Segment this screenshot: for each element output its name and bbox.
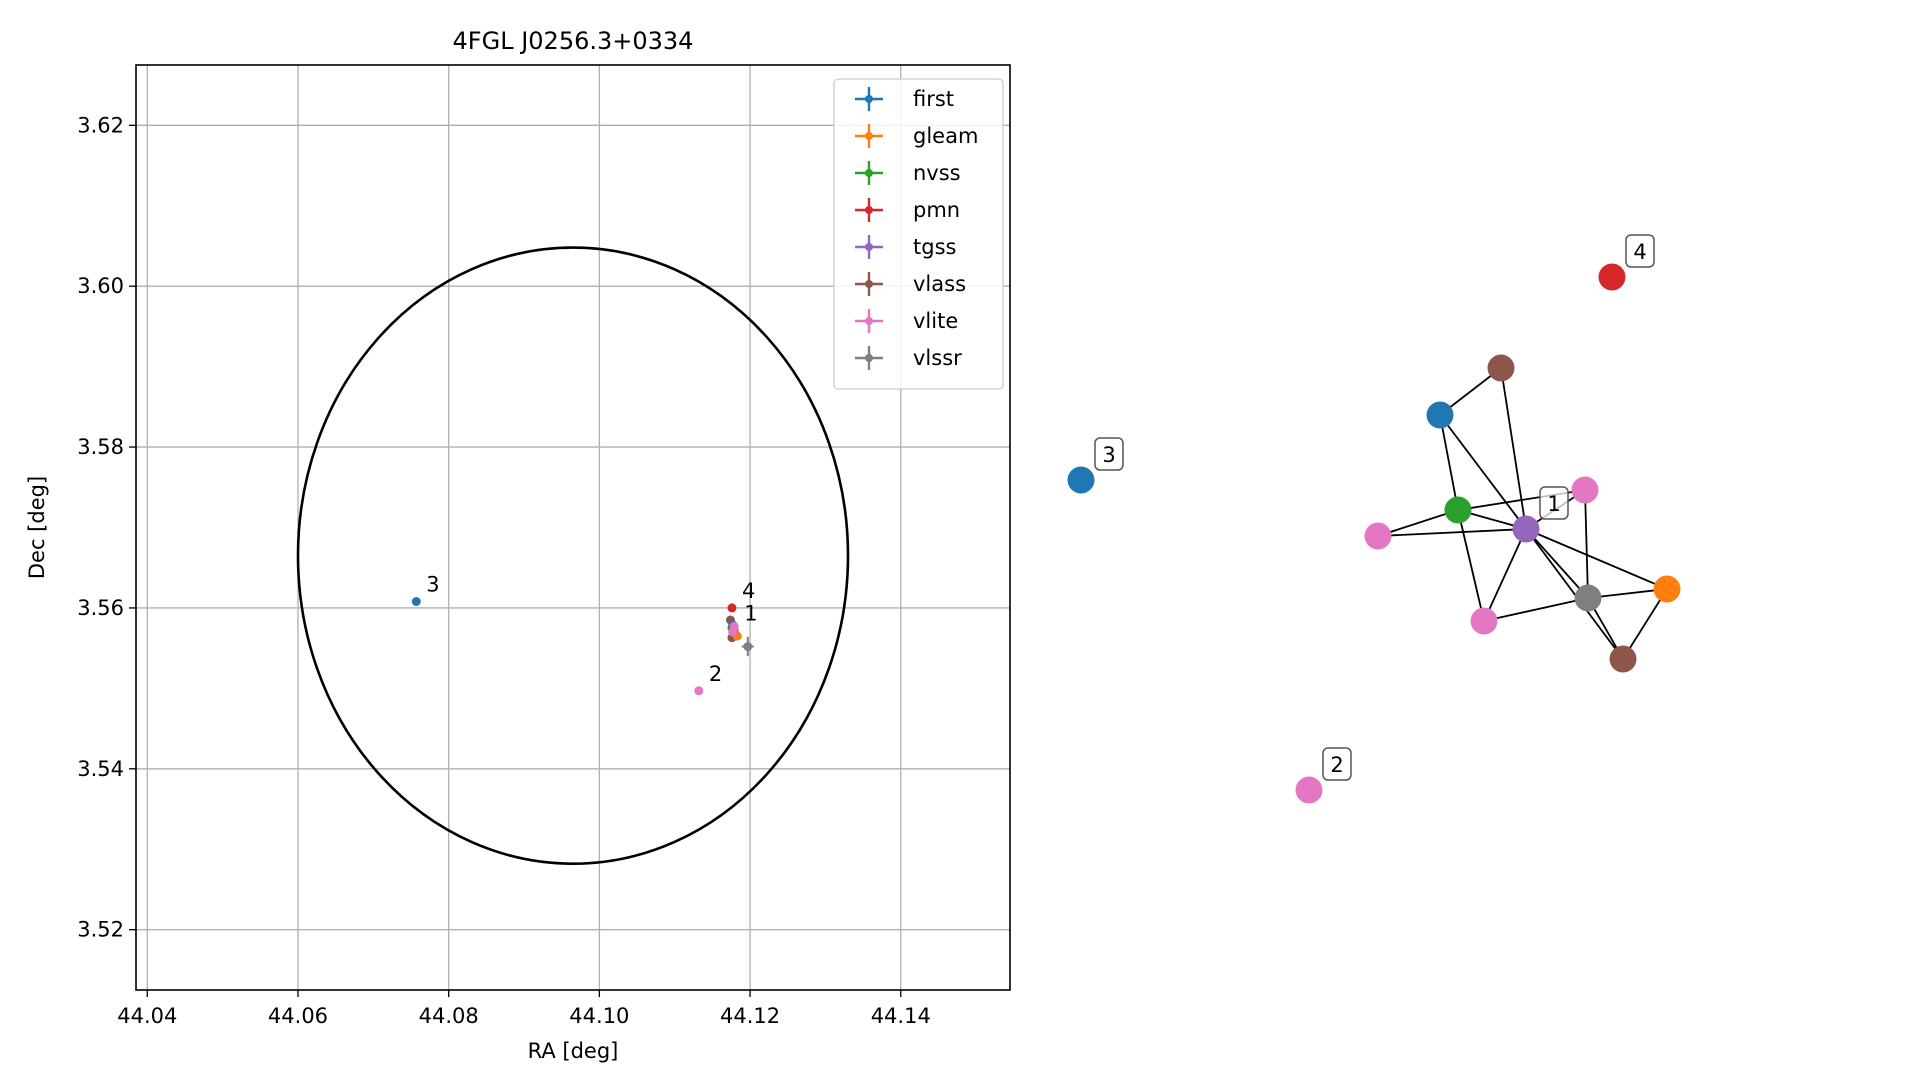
legend-entry-vlssr: vlssr bbox=[855, 346, 962, 370]
graph-node bbox=[1653, 575, 1681, 603]
node-label-box bbox=[1625, 234, 1655, 268]
error-ellipse-layer bbox=[296, 246, 850, 866]
graph-node bbox=[1426, 401, 1454, 429]
legend-label: first bbox=[913, 87, 954, 111]
x-tick-label: 44.08 bbox=[419, 1004, 479, 1028]
data-points: 3 41 2 bbox=[411, 573, 758, 696]
y-tick-label: 3.62 bbox=[77, 113, 124, 137]
graph-node bbox=[1444, 496, 1472, 524]
legend-marker-dot bbox=[865, 132, 873, 140]
legend-label: tgss bbox=[913, 235, 956, 259]
graph-edge bbox=[1525, 528, 1668, 590]
axis-ticks: 44.04 44.06 44.08 44.10 44.12 44.14 3.52 3.54 3.… bbox=[77, 113, 931, 1028]
y-axis-label: Dec [deg] bbox=[25, 476, 49, 579]
legend-box bbox=[833, 78, 1004, 390]
graph-node-labels: 3 4 2 1 bbox=[1094, 234, 1655, 781]
x-tick-label: 44.12 bbox=[720, 1004, 780, 1028]
legend-entry-pmn: pmn bbox=[855, 198, 960, 222]
network-graph-panel: 3 4 2 1 bbox=[1067, 234, 1681, 804]
graph-node bbox=[1574, 584, 1602, 612]
graph-node bbox=[1571, 476, 1599, 504]
graph-node bbox=[1598, 263, 1626, 291]
plot-frame bbox=[135, 64, 1011, 991]
x-tick-label: 44.14 bbox=[871, 1004, 931, 1028]
node-label-box bbox=[1094, 437, 1124, 471]
error-ellipse bbox=[296, 246, 850, 866]
chart-title: 4FGL J0256.3+0334 bbox=[453, 27, 694, 55]
graph-node bbox=[1609, 645, 1637, 673]
x-tick-label: 44.10 bbox=[569, 1004, 629, 1028]
graph-edge bbox=[1525, 528, 1589, 599]
legend-label: vlite bbox=[913, 309, 958, 333]
legend-marker-dot bbox=[865, 317, 873, 325]
graph-edge bbox=[1377, 509, 1459, 537]
legend-marker-dot bbox=[865, 354, 873, 362]
legend-entry-first: first bbox=[855, 87, 954, 111]
graph-node bbox=[1487, 354, 1515, 382]
x-tick-label: 44.04 bbox=[117, 1004, 177, 1028]
y-tick-label: 3.56 bbox=[77, 596, 124, 620]
point-label: 1 bbox=[744, 601, 757, 625]
graph-nodes bbox=[1067, 263, 1681, 804]
legend-entry-vlass: vlass bbox=[855, 272, 966, 296]
legend-label: gleam bbox=[913, 124, 978, 148]
data-point-vlite bbox=[694, 686, 704, 696]
x-axis-label: RA [deg] bbox=[528, 1039, 619, 1063]
data-point-vlssr bbox=[743, 642, 753, 652]
legend: first gleam nvss pmn tgss vlass vlite vlssr bbox=[833, 78, 1004, 390]
y-tick-label: 3.52 bbox=[77, 918, 124, 942]
legend-label: vlssr bbox=[913, 346, 962, 370]
graph-edge bbox=[1622, 588, 1668, 660]
node-label: 1 bbox=[1547, 492, 1560, 516]
legend-label: vlass bbox=[913, 272, 966, 296]
point-label: 2 bbox=[709, 662, 722, 686]
graph-edge bbox=[1457, 509, 1485, 622]
point-label: 4 bbox=[742, 579, 755, 603]
legend-entry-vlite: vlite bbox=[855, 309, 958, 333]
graph-edge bbox=[1584, 489, 1589, 599]
legend-marker-dot bbox=[865, 169, 873, 177]
legend-label: pmn bbox=[913, 198, 960, 222]
scatter-plot-panel: 3 41 2 44.04 44.06 44.08 44.10 44.12 44.14 3.52 3… bbox=[25, 27, 1011, 1063]
legend-marker-dot bbox=[865, 95, 873, 103]
node-label-box bbox=[1539, 486, 1569, 520]
data-point-pmn bbox=[727, 603, 737, 613]
legend-entry-tgss: tgss bbox=[855, 235, 956, 259]
graph-edge bbox=[1500, 367, 1527, 530]
graph-edge bbox=[1439, 414, 1527, 530]
graph-edge bbox=[1525, 528, 1624, 660]
x-tick-label: 44.06 bbox=[268, 1004, 328, 1028]
legend-marker-dot bbox=[865, 206, 873, 214]
graph-node bbox=[1067, 466, 1095, 494]
data-point-vlite bbox=[728, 627, 738, 637]
node-label: 4 bbox=[1633, 240, 1646, 264]
legend-label: nvss bbox=[913, 161, 961, 185]
y-tick-label: 3.60 bbox=[77, 274, 124, 298]
y-tick-label: 3.54 bbox=[77, 757, 124, 781]
node-label: 3 bbox=[1102, 443, 1115, 467]
graph-edge bbox=[1439, 414, 1459, 511]
graph-node bbox=[1512, 515, 1540, 543]
graph-node bbox=[1470, 607, 1498, 635]
node-label: 2 bbox=[1330, 753, 1343, 777]
y-tick-label: 3.58 bbox=[77, 435, 124, 459]
data-point-first bbox=[411, 597, 421, 606]
graph-node bbox=[1364, 522, 1392, 550]
node-label-box bbox=[1322, 747, 1352, 781]
graph-node bbox=[1295, 776, 1323, 804]
legend-marker-dot bbox=[865, 243, 873, 251]
graph-edge bbox=[1483, 597, 1589, 622]
legend-entry-gleam: gleam bbox=[855, 124, 978, 148]
graph-edge bbox=[1377, 528, 1527, 537]
point-label: 3 bbox=[426, 573, 439, 597]
graph-edge bbox=[1483, 528, 1527, 622]
legend-entry-nvss: nvss bbox=[855, 161, 961, 185]
legend-marker-dot bbox=[865, 280, 873, 288]
